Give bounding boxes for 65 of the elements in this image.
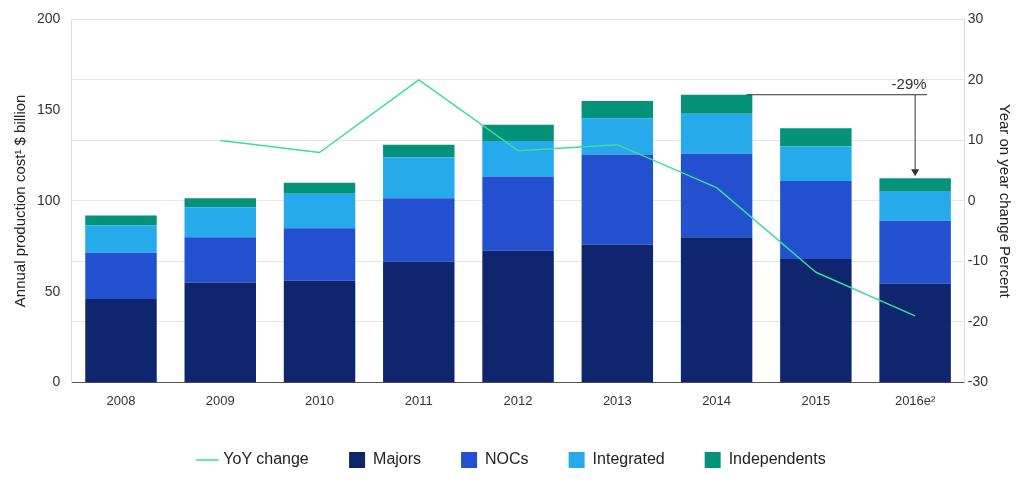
bar	[780, 146, 852, 181]
y2-tick-label: -20	[967, 312, 989, 329]
bar	[184, 198, 256, 208]
bar	[680, 153, 753, 238]
y-tick-label: 150	[37, 101, 61, 118]
x-tick-label: 2010	[305, 392, 334, 408]
bar	[879, 220, 951, 284]
bar	[581, 154, 654, 245]
bar	[85, 298, 157, 383]
y-tick-label: 100	[37, 191, 61, 208]
bar	[85, 225, 157, 253]
bar	[383, 198, 455, 262]
legend-label: Integrated	[592, 450, 665, 468]
bar	[283, 182, 356, 194]
bar	[283, 280, 356, 383]
y-tick-label: 0	[52, 373, 61, 390]
bar	[680, 113, 753, 154]
bar	[283, 193, 356, 229]
bar	[482, 250, 554, 383]
bar	[879, 191, 951, 221]
bar	[184, 282, 256, 383]
bar	[780, 180, 852, 259]
bar	[482, 124, 554, 142]
bar	[680, 237, 753, 383]
bar	[581, 118, 654, 155]
x-tick-label: 2015	[801, 392, 831, 408]
bar	[482, 141, 554, 177]
bar	[85, 215, 157, 226]
y-axis-title: Annual production cost¹ $ billion	[11, 94, 29, 308]
bar	[383, 144, 455, 158]
bar	[383, 157, 455, 199]
x-tick-label: 2014	[702, 392, 732, 408]
bar	[184, 237, 256, 283]
annotation: -29%	[891, 75, 927, 93]
bar	[482, 176, 554, 251]
bar	[879, 178, 951, 192]
bar	[581, 101, 654, 119]
y2-tick-label: 30	[967, 10, 984, 27]
y2-tick-label: 10	[967, 131, 984, 148]
legend-label: Majors	[373, 450, 422, 468]
bar	[780, 258, 852, 383]
x-tick-label: 2012	[503, 392, 533, 408]
y2-axis-title: Year on year change Percent	[996, 104, 1014, 299]
y-tick-label: 50	[44, 282, 61, 299]
y2-tick-label: 20	[967, 70, 984, 87]
x-tick-label: 2011	[404, 392, 433, 408]
bar	[581, 244, 654, 383]
y2-tick-label: -10	[967, 252, 989, 269]
legend-label: YoY change	[223, 450, 309, 468]
y2-tick-label: 0	[967, 191, 976, 208]
x-tick-label: 2009	[205, 392, 235, 408]
x-tick-label: 2013	[602, 392, 632, 408]
bar	[383, 261, 455, 383]
bar	[85, 252, 157, 299]
bar	[283, 228, 356, 281]
x-tick-label: 2008	[106, 392, 136, 408]
bar	[879, 283, 951, 383]
bar	[680, 94, 753, 114]
legend-label: NOCs	[485, 450, 529, 468]
bar	[184, 207, 256, 238]
x-tick-label: 2016e²	[894, 392, 937, 408]
legend-label: Independents	[728, 450, 826, 468]
y-tick-label: 200	[37, 10, 61, 27]
bar	[780, 128, 852, 147]
y2-tick-label: -30	[967, 373, 989, 390]
